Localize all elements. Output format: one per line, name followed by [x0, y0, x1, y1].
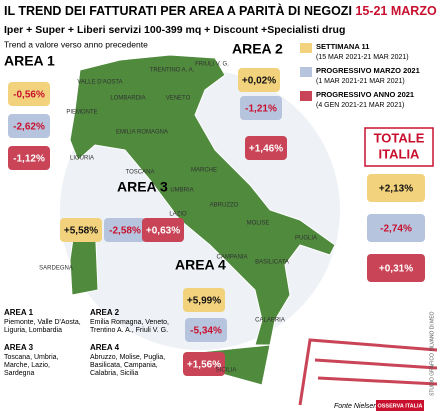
value-bubble	[183, 288, 225, 312]
value-bubble	[8, 82, 50, 106]
legend-swatch	[300, 43, 312, 53]
legend-label: PROGRESSIVO MARZO 2021	[316, 66, 420, 75]
value-label: -1,21%	[245, 104, 277, 115]
region-label: LIGURIA	[70, 156, 94, 162]
footnote-text: Piemonte, Valle D'Aosta,	[4, 319, 81, 326]
region-label: TRENTINO A. A.	[150, 68, 195, 74]
region-label: LAZIO	[169, 212, 187, 218]
area-name: AREA 4	[175, 257, 226, 273]
note: Trend a valore verso anno precedente	[4, 39, 148, 49]
region-label: LOMBARDIA	[110, 96, 145, 102]
region-label: SARDEGNA	[39, 266, 73, 272]
value-label: +5,99%	[187, 296, 221, 307]
value-label: -1,12%	[13, 154, 45, 165]
footnote-text: Emilia Romagna, Veneto,	[90, 319, 169, 326]
region-label: VALLE D'AOSTA	[77, 80, 122, 86]
value-label: +0,02%	[242, 76, 276, 87]
region-label: BASILICATA	[255, 260, 289, 266]
value-label: +1,56%	[187, 360, 221, 371]
region-label: EMILIA ROMAGNA	[116, 130, 168, 136]
value-label: +0,63%	[146, 226, 180, 237]
footnote-text: Calabria, Sicilia	[90, 370, 138, 377]
source: Fonte Nielsen	[334, 403, 377, 410]
title-date: 15-21 MARZO 2021	[355, 4, 437, 18]
footnote-title: AREA 3	[4, 343, 34, 352]
value-bubble	[245, 136, 287, 160]
value-label: -2,74%	[380, 224, 412, 235]
value-label: -2,58%	[109, 226, 141, 237]
title: IL TREND DEI FATTURATI PER AREA A PARITÀ…	[4, 3, 437, 18]
value-bubble	[367, 254, 425, 282]
region-label: FRIULI V. G.	[195, 62, 229, 68]
value-bubble	[60, 218, 102, 242]
value-bubble	[240, 96, 282, 120]
value-label: +5,58%	[64, 226, 98, 237]
legend-period: (1 MAR 2021-21 MAR 2021)	[316, 78, 405, 85]
value-label: +2,13%	[379, 184, 413, 195]
region-label: MARCHE	[191, 168, 217, 174]
value-label: -5,34%	[190, 326, 222, 337]
region-label: CAMPANIA	[217, 255, 248, 261]
footnote-text: Liguria, Lombardia	[4, 327, 62, 334]
cart-icon	[298, 338, 437, 406]
total-box	[364, 127, 434, 167]
region-label: TOSCANA	[126, 170, 155, 176]
value-bubble	[238, 68, 280, 92]
region-label: PUGLIA	[295, 236, 317, 242]
area-name: AREA 2	[232, 41, 283, 57]
value-bubble	[185, 318, 227, 342]
brand-box	[376, 400, 424, 411]
value-label: -0,56%	[13, 90, 45, 101]
region-label: PIEMONTE	[66, 110, 97, 116]
footnote-text: Marche, Lazio,	[4, 362, 50, 369]
legend-swatch	[300, 67, 312, 77]
region-label: SICILIA	[216, 368, 237, 374]
value-label: -2,62%	[13, 122, 45, 133]
value-label: +0,31%	[379, 264, 413, 275]
region-label: VENETO	[166, 96, 191, 102]
footnote-text: Sardegna	[4, 370, 34, 377]
value-bubble	[142, 218, 184, 242]
footnote-title: AREA 2	[90, 308, 120, 317]
region-label: MOLISE	[247, 221, 270, 227]
value-label: +1,46%	[249, 144, 283, 155]
credit: STUDIO GRAFICO SILVANO DI MEO	[429, 311, 435, 396]
region-label: ABRUZZO	[210, 203, 239, 209]
legend-period: (4 GEN 2021-21 MAR 2021)	[316, 102, 404, 109]
title-text: IL TREND DEI FATTURATI PER AREA A PARITÀ…	[4, 3, 352, 18]
legend-label: PROGRESSIVO ANNO 2021	[316, 90, 414, 99]
legend-label: SETTIMANA 11	[316, 42, 369, 51]
value-bubble	[183, 352, 225, 376]
footnote-text: Basilicata, Campania,	[90, 362, 158, 369]
footnote-title: AREA 1	[4, 308, 34, 317]
value-bubble	[8, 114, 50, 138]
legend-period: (15 MAR 2021-21 MAR 2021)	[316, 54, 409, 61]
legend-swatch	[300, 91, 312, 101]
area-name: AREA 1	[4, 53, 55, 69]
value-bubble	[104, 218, 146, 242]
total-name: TOTALE	[374, 130, 425, 145]
footnote-text: Trentino A. A., Friuli V. G.	[90, 327, 168, 334]
subtitle: Iper + Super + Liberi servizi 100-399 mq…	[4, 24, 345, 36]
footnote-text: Abruzzo, Molise, Puglia,	[90, 354, 165, 361]
value-bubble	[367, 174, 425, 202]
footnote-title: AREA 4	[90, 343, 120, 352]
footnote-text: Toscana, Umbria,	[4, 354, 59, 361]
value-bubble	[367, 214, 425, 242]
value-bubble	[8, 146, 50, 170]
brand: OSSERVA ITALIA	[377, 403, 422, 409]
area-name: AREA 3	[117, 179, 168, 195]
region-label: UMBRIA	[170, 188, 193, 194]
region-label: CALABRIA	[255, 318, 285, 324]
total-name: ITALIA	[379, 146, 421, 161]
